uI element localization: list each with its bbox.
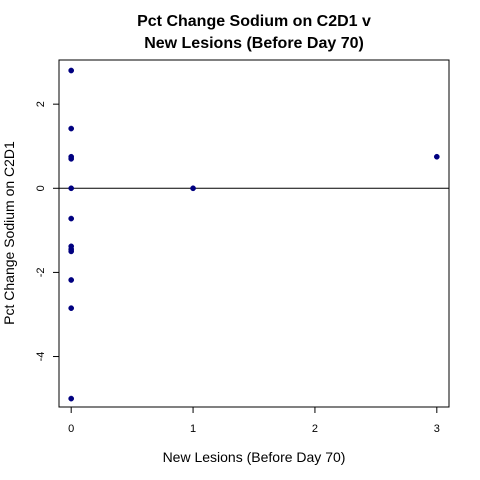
x-tick-label: 3 [434,423,440,435]
data-point [68,395,75,402]
y-axis: -4 -2 0 2 [35,101,60,362]
data-point [68,277,75,283]
data-point [433,153,440,160]
data-point [68,125,75,132]
x-axis-label: New Lesions (Before Day 70) [163,449,346,465]
x-tick-label: 2 [312,423,318,435]
x-tick-label: 0 [68,423,74,435]
y-tick-label: 0 [35,185,47,191]
data-point [68,248,75,255]
x-tick-label: 1 [190,423,196,435]
chart-title-line1: Pct Change Sodium on C2D1 v [137,13,371,30]
data-point [68,67,75,74]
y-tick-label: -4 [35,352,47,362]
data-point [68,185,75,192]
data-point [68,305,75,312]
y-tick-label: 2 [35,101,47,107]
y-tick-label: -2 [35,268,47,278]
data-point [68,155,75,162]
data-points [68,67,440,402]
data-point [68,215,75,222]
y-axis-label: Pct Change Sodium on C2D1 [1,141,17,325]
x-axis: 0 1 2 3 [68,406,440,435]
data-point [190,185,196,192]
chart-title-line2: New Lesions (Before Day 70) [144,35,364,52]
